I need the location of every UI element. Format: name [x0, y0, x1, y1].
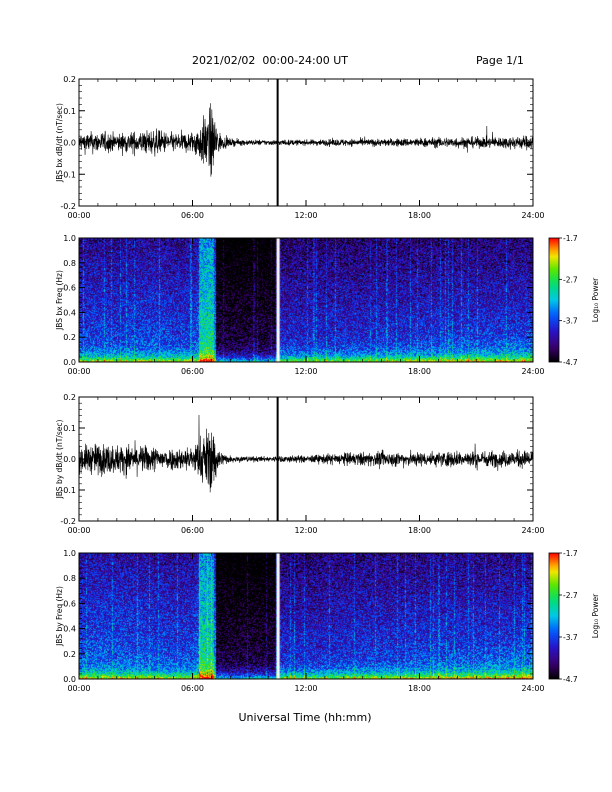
x-tick-label: 12:00: [294, 211, 317, 220]
colorbar-label: Log₁₀ Power: [591, 277, 600, 322]
x-axis-label: Universal Time (hh:mm): [238, 711, 372, 724]
y-tick-label: 0.1: [63, 107, 76, 116]
x-tick-label: 06:00: [181, 526, 204, 535]
colorbar-tick-label: -3.7: [563, 633, 578, 642]
colorbar-label: Log₁₀ Power: [591, 593, 600, 638]
x-tick-label: 06:00: [181, 367, 204, 376]
y-tick-label: -0.1: [60, 486, 76, 495]
y-axis-label: JBS by Freq (Hz): [55, 586, 64, 647]
y-tick-label: 0.4: [63, 625, 76, 634]
y-tick-label: 0.2: [63, 650, 76, 659]
colorbar-tick-label: -4.7: [563, 675, 578, 684]
y-tick-label: 0.0: [63, 139, 76, 148]
x-tick-label: 06:00: [181, 211, 204, 220]
spectrogram-container: [79, 238, 533, 362]
x-tick-label: 12:00: [294, 367, 317, 376]
x-tick-label: 18:00: [408, 367, 431, 376]
signal-trace: [79, 415, 533, 493]
x-tick-label: 18:00: [408, 211, 431, 220]
y-tick-label: 0.4: [63, 308, 76, 317]
x-tick-label: 24:00: [521, 211, 544, 220]
x-tick-label: 00:00: [67, 526, 90, 535]
figure-title: 2021/02/02 00:00-24:00 UT: [192, 54, 349, 67]
y-tick-label: 0.8: [63, 574, 76, 583]
colorbar-tick-label: -4.7: [563, 358, 578, 367]
y-tick-label: 0.6: [63, 599, 76, 608]
x-tick-label: 00:00: [67, 684, 90, 693]
spectrogram-image: [79, 238, 533, 362]
y-tick-label: -0.2: [60, 517, 76, 526]
x-tick-label: 00:00: [67, 211, 90, 220]
y-tick-label: 0.0: [63, 358, 76, 367]
y-tick-label: 0.8: [63, 259, 76, 268]
y-axis-label: JBS bx dB/dt (nT/sec): [55, 103, 64, 183]
x-tick-label: 24:00: [521, 684, 544, 693]
y-tick-label: 0.2: [63, 333, 76, 342]
y-tick-label: 1.0: [63, 549, 76, 558]
x-tick-label: 12:00: [294, 526, 317, 535]
y-tick-label: 0.0: [63, 675, 76, 684]
y-tick-label: -0.1: [60, 170, 76, 179]
y-tick-label: -0.2: [60, 202, 76, 211]
colorbar-tick-label: -1.7: [563, 234, 578, 243]
colorbar-tick-label: -2.7: [563, 275, 578, 284]
x-tick-label: 24:00: [521, 367, 544, 376]
x-tick-label: 18:00: [408, 526, 431, 535]
colorbar-tick-label: -3.7: [563, 317, 578, 326]
colorbar: [548, 237, 560, 363]
spectrogram-container: [79, 553, 533, 679]
colorbar-tick-label: -1.7: [563, 549, 578, 558]
x-tick-label: 12:00: [294, 684, 317, 693]
y-tick-label: 0.1: [63, 424, 76, 433]
x-tick-label: 06:00: [181, 684, 204, 693]
page-number: Page 1/1: [476, 54, 524, 67]
y-axis-label: JBS bx Freq (Hz): [55, 270, 64, 331]
y-tick-label: 1.0: [63, 234, 76, 243]
y-tick-label: 0.2: [63, 393, 76, 402]
colorbar: [548, 552, 560, 680]
signal-trace: [79, 103, 533, 177]
y-tick-label: 0.6: [63, 284, 76, 293]
y-tick-label: 0.0: [63, 455, 76, 464]
x-tick-label: 00:00: [67, 367, 90, 376]
x-tick-label: 18:00: [408, 684, 431, 693]
y-tick-label: 0.2: [63, 75, 76, 84]
y-axis-label: JBS by dB/dt (nT/sec): [55, 420, 64, 500]
spectrogram-image: [79, 553, 533, 679]
colorbar-tick-label: -2.7: [563, 591, 578, 600]
x-tick-label: 24:00: [521, 526, 544, 535]
